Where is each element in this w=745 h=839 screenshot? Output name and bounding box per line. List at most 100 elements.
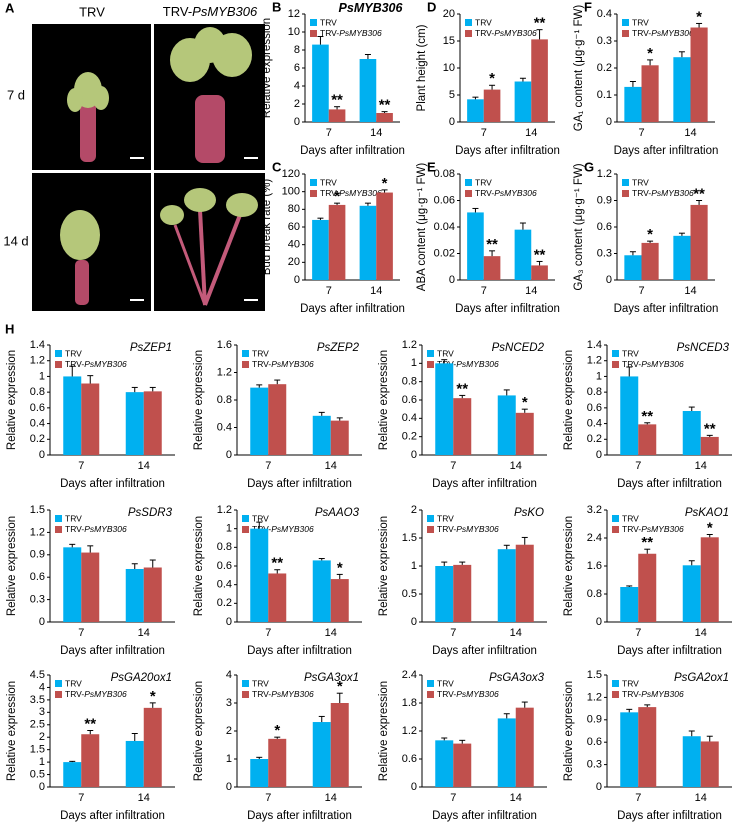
y-tick-label: 0	[606, 116, 612, 128]
x-axis-label: Days after infiltration	[60, 478, 165, 490]
legend-swatch	[55, 526, 62, 533]
legend-label: TRV	[475, 17, 492, 27]
legend-swatch	[622, 19, 629, 26]
y-tick-label: 0.06	[434, 194, 455, 206]
x-tick-label: 14	[684, 285, 696, 297]
legend-swatch	[612, 526, 619, 533]
y-tick-label: 0	[411, 449, 417, 461]
bar	[638, 707, 657, 787]
y-axis-label: Relative expression	[6, 516, 18, 616]
significance: **	[331, 92, 343, 109]
y-tick-label: 2	[294, 98, 300, 110]
y-tick-label: 4.5	[30, 669, 45, 681]
x-tick-label: 7	[265, 792, 271, 804]
y-tick-label: 0	[39, 616, 45, 628]
bar	[268, 384, 287, 455]
bar	[435, 740, 454, 787]
y-axis-label: Relative expression	[6, 350, 18, 450]
panel-label: D	[427, 0, 436, 14]
y-tick-label: 1.4	[30, 339, 45, 351]
legend-swatch	[427, 350, 434, 357]
x-tick-label: 14	[138, 792, 150, 804]
legend-swatch	[465, 19, 472, 26]
bar	[682, 565, 701, 622]
legend-label: TRV	[252, 513, 269, 523]
legend-label: TRV	[632, 17, 649, 27]
bar	[682, 411, 701, 455]
significance: **	[641, 408, 653, 425]
x-tick-label: 7	[265, 460, 271, 472]
bar	[514, 229, 532, 280]
chart: 0 0.2 0.4 0.6 0.8 1 1.2 1.4 Relative expression D…	[563, 339, 732, 490]
x-axis-label: Days after infiltration	[247, 478, 352, 490]
legend-label: TRV	[475, 177, 492, 187]
x-tick-label: 14	[684, 127, 696, 139]
y-tick-label: 0	[226, 616, 232, 628]
x-tick-label: 14	[510, 460, 522, 472]
y-tick-label: 0.6	[587, 736, 602, 748]
chart-title: PsMYB306	[339, 1, 404, 15]
chart-title: PsGA2ox1	[674, 672, 729, 684]
chart: 0 5 10 15 20 Plant height (cm) Days after infi…	[416, 0, 560, 157]
legend-swatch	[427, 691, 434, 698]
y-tick-label: 3	[226, 697, 232, 709]
bar	[620, 712, 639, 787]
panel-label: A	[5, 0, 15, 15]
legend-swatch	[310, 190, 317, 197]
legend-label: TRV	[65, 513, 82, 523]
bar	[359, 205, 377, 280]
significance: *	[150, 688, 156, 705]
bar	[453, 743, 472, 787]
bar	[690, 27, 708, 122]
legend-label: TRV	[622, 678, 639, 688]
x-tick-label: 7	[78, 792, 84, 804]
bar	[330, 703, 349, 787]
y-tick-label: 0.9	[30, 549, 45, 561]
significance: *	[337, 559, 343, 576]
legend-label: TRV	[252, 348, 269, 358]
x-axis-label: Days after infiltration	[432, 478, 537, 490]
bar	[312, 219, 329, 280]
y-tick-label: 2.5	[30, 719, 45, 731]
bar	[497, 395, 516, 455]
y-tick-label: 0.8	[402, 376, 417, 388]
y-tick-label: 20	[443, 8, 455, 20]
significance: *	[274, 722, 280, 739]
bar	[435, 566, 454, 622]
legend-swatch	[612, 515, 619, 522]
y-tick-label: 1.2	[402, 725, 417, 737]
y-axis-label: ABA content (μg·g⁻¹ FW)	[416, 163, 428, 292]
panel-label: E	[427, 159, 436, 174]
y-tick-label: 0.3	[587, 759, 602, 771]
y-tick-label: 5	[449, 89, 455, 101]
bar	[673, 57, 691, 123]
y-tick-label: 0.6	[30, 402, 45, 414]
bar	[143, 391, 162, 455]
legend-label: TRV-PsMYB306	[437, 689, 499, 699]
x-tick-label: 7	[635, 460, 641, 472]
y-axis-label: Relative expression	[378, 350, 390, 450]
x-tick-label: 14	[525, 285, 537, 297]
chart-title: PsKAO1	[685, 507, 729, 519]
legend-label: TRV	[437, 678, 454, 688]
legend-label: TRV-PsMYB306	[65, 359, 127, 369]
significance: **	[693, 185, 705, 202]
x-tick-label: 7	[265, 627, 271, 639]
bar	[515, 412, 534, 455]
bar	[620, 376, 639, 455]
y-tick-label: 1.2	[217, 366, 232, 378]
y-axis-label: GA₁ content (μg·g⁻¹ FW)	[573, 5, 585, 132]
significance: **	[84, 715, 96, 732]
y-tick-label: 8	[294, 44, 300, 56]
y-tick-label: 0	[449, 274, 455, 286]
y-tick-label: 0.2	[217, 597, 232, 609]
bar	[376, 113, 393, 122]
y-tick-label: 0.4	[402, 412, 417, 424]
y-tick-label: 0.8	[587, 386, 602, 398]
legend-swatch	[310, 19, 317, 26]
bar	[531, 39, 548, 122]
legend-swatch	[612, 361, 619, 368]
y-tick-label: 0.4	[217, 579, 232, 591]
x-tick-label: 14	[370, 127, 382, 139]
